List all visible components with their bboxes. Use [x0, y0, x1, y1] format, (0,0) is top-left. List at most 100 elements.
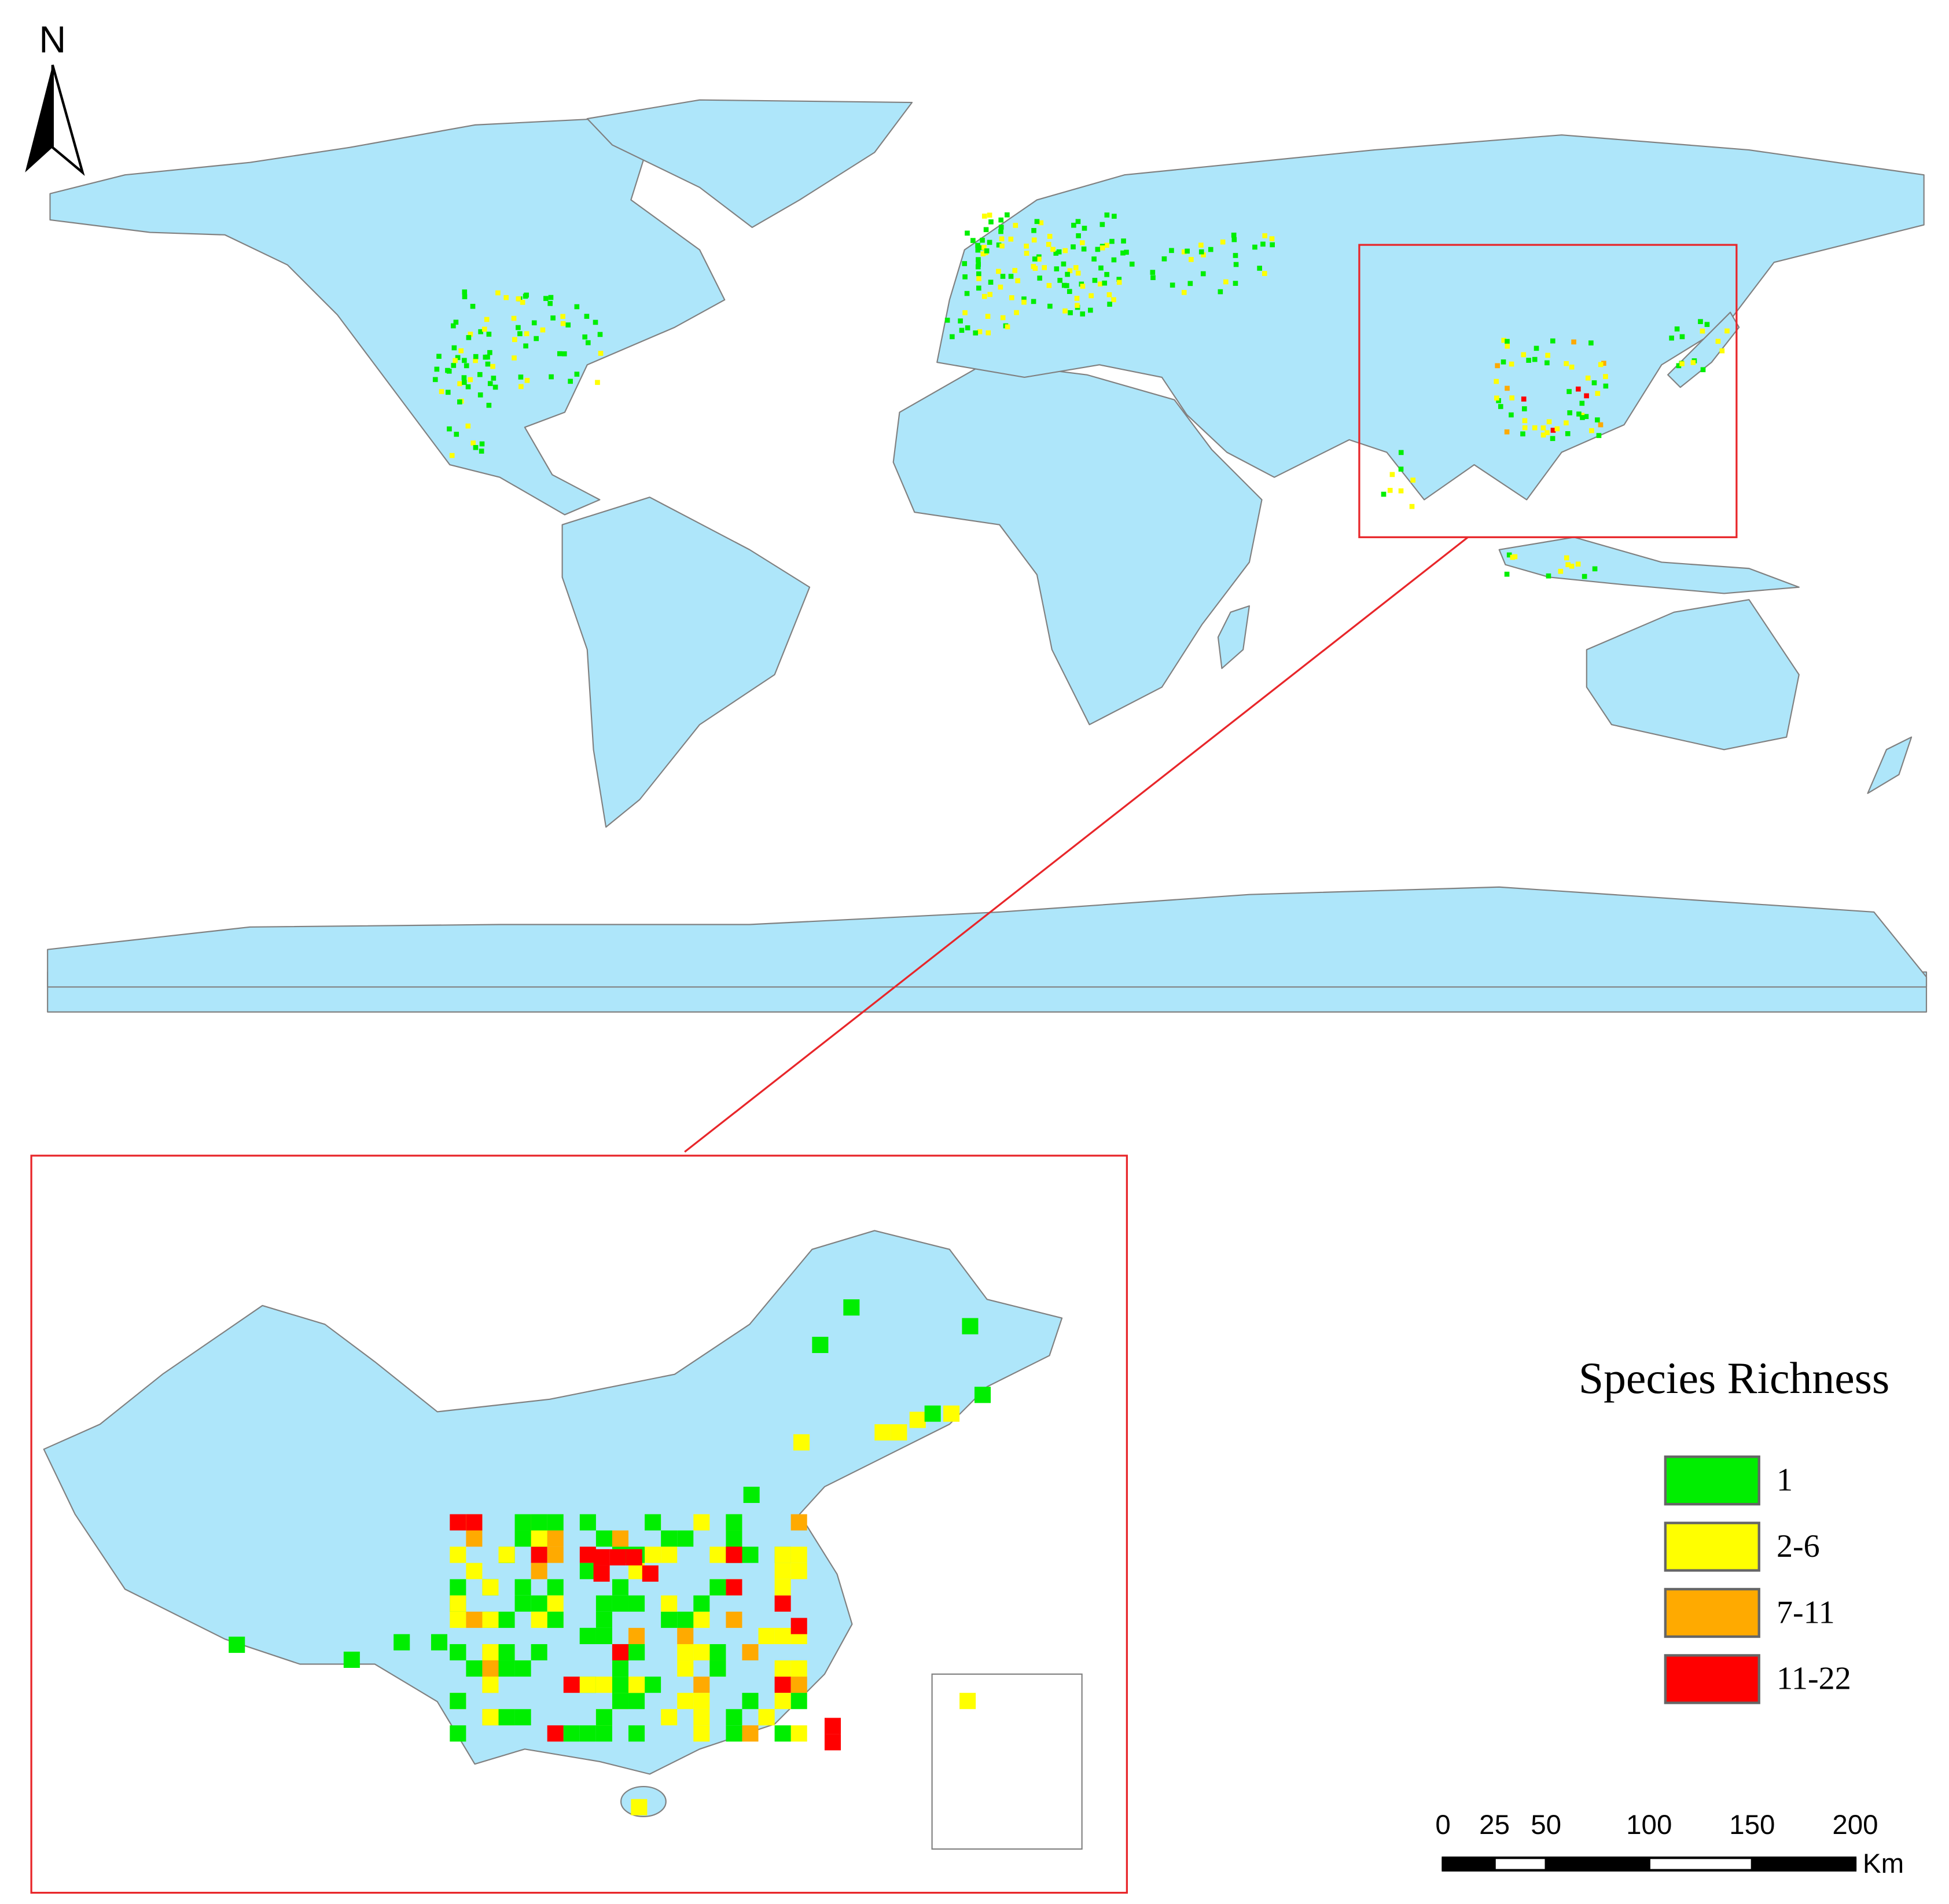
- inset-cell: [726, 1725, 742, 1742]
- world-cell: [999, 243, 1005, 249]
- world-cell: [1509, 395, 1515, 400]
- inset-cell: [450, 1693, 466, 1710]
- inset-cell: [628, 1627, 645, 1644]
- inset-cell: [450, 1611, 466, 1628]
- world-cell: [962, 310, 968, 315]
- inset-cell: [466, 1514, 483, 1531]
- inset-cell: [726, 1514, 742, 1531]
- inset-cell: [547, 1514, 564, 1531]
- world-cell: [1099, 245, 1105, 251]
- world-cell: [454, 432, 459, 437]
- world-cell: [1099, 222, 1105, 227]
- new-zealand: [1867, 736, 1913, 794]
- world-cell: [1512, 554, 1518, 560]
- inset-cell: [450, 1546, 466, 1563]
- scale-label: 150: [1729, 1810, 1775, 1840]
- inset-cell: [709, 1644, 726, 1661]
- world-cell: [1398, 488, 1404, 494]
- inset-cell: [626, 1549, 642, 1565]
- inset-cell: [531, 1530, 547, 1547]
- world-cell: [491, 376, 497, 381]
- world-cell: [462, 294, 468, 300]
- inset-cell: [547, 1611, 564, 1628]
- world-cell: [962, 261, 968, 266]
- inset-cell: [742, 1693, 759, 1710]
- inset-cell: [514, 1579, 531, 1596]
- world-cell: [1724, 328, 1730, 334]
- world-cell: [1596, 433, 1602, 438]
- world-cell: [1595, 391, 1601, 396]
- inset-cell: [790, 1563, 807, 1579]
- world-cell: [1389, 472, 1395, 477]
- china-inset: [43, 1230, 1083, 1850]
- world-cell: [977, 329, 983, 335]
- world-cell: [1700, 328, 1705, 334]
- world-cell: [568, 378, 573, 384]
- inset-cell: [790, 1677, 807, 1693]
- inset-cell: [774, 1595, 791, 1612]
- world-cell: [1111, 297, 1116, 303]
- world-cell: [1588, 340, 1594, 345]
- inset-cell: [758, 1627, 775, 1644]
- inset-cell: [612, 1530, 629, 1547]
- inset-cell: [609, 1549, 626, 1565]
- legend-swatch: [1664, 1455, 1760, 1506]
- world-cell: [1104, 242, 1109, 248]
- world-cell: [468, 377, 473, 383]
- north-label: N: [39, 19, 66, 61]
- world-cell: [1546, 419, 1552, 425]
- world-cell: [976, 257, 981, 262]
- inset-cell: [661, 1709, 678, 1726]
- world-cell: [996, 242, 1002, 248]
- world-cell: [477, 392, 483, 398]
- inset-cell: [693, 1709, 710, 1726]
- inset-cell: [774, 1677, 791, 1693]
- world-cell: [1109, 238, 1115, 244]
- world-cell: [1013, 223, 1018, 228]
- world-cell: [1698, 319, 1703, 324]
- inset-cell: [450, 1644, 466, 1661]
- world-cell: [958, 318, 963, 324]
- world-cell: [1218, 289, 1223, 295]
- world-cell: [1129, 262, 1135, 267]
- inset-cell: [790, 1693, 807, 1710]
- world-cell: [1021, 299, 1027, 305]
- world-cell: [998, 217, 1004, 223]
- inset-cell: [612, 1644, 629, 1661]
- inset-cell: [514, 1709, 531, 1726]
- inset-cell: [229, 1637, 245, 1653]
- world-cell: [466, 335, 472, 340]
- world-cell: [1262, 233, 1268, 238]
- world-cell: [1260, 241, 1266, 247]
- world-cell: [981, 245, 987, 250]
- world-cell: [1387, 488, 1393, 493]
- world-cell: [1565, 562, 1571, 568]
- inset-cell: [909, 1412, 926, 1428]
- inset-cell: [579, 1627, 596, 1644]
- world-cell: [983, 227, 989, 233]
- world-cell: [1042, 265, 1047, 270]
- world-cell: [1601, 361, 1606, 366]
- inset-cell: [466, 1530, 483, 1547]
- scale-label: 50: [1531, 1810, 1561, 1840]
- world-cell: [1015, 278, 1021, 284]
- world-cell: [449, 453, 455, 458]
- inset-cell: [709, 1660, 726, 1677]
- scale-segment: [1546, 1858, 1649, 1870]
- world-cell: [1262, 271, 1267, 276]
- world-cell: [495, 290, 501, 296]
- world-cell: [1591, 380, 1597, 385]
- madagascar: [1217, 605, 1251, 670]
- inset-cell: [962, 1318, 979, 1335]
- world-cell: [560, 321, 566, 326]
- world-cell: [1208, 247, 1213, 252]
- inset-cell: [891, 1424, 907, 1441]
- world-cell: [1106, 292, 1112, 297]
- world-cell: [516, 325, 521, 330]
- inset-cell: [726, 1530, 742, 1547]
- world-cell: [1505, 339, 1510, 344]
- world-cell: [1398, 466, 1404, 472]
- inset-cell: [612, 1677, 629, 1693]
- world-cell: [1532, 356, 1538, 362]
- inset-cell: [631, 1799, 648, 1815]
